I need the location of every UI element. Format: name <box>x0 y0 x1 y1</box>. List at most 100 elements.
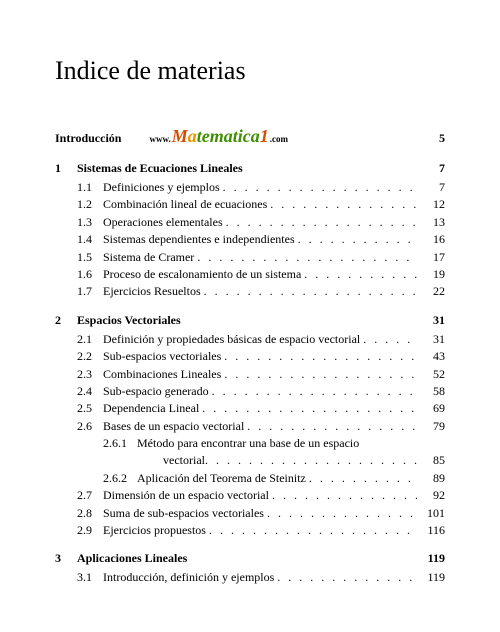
entry-page: 69 <box>417 400 445 417</box>
entry-page: 79 <box>417 418 445 435</box>
entry-page: 92 <box>417 487 445 504</box>
toc-entry: 2.5Dependencia Lineal 69 <box>55 400 445 417</box>
entry-num: 3.1 <box>77 569 103 586</box>
entry-page: 58 <box>417 383 445 400</box>
entry-page: 12 <box>417 196 445 213</box>
leader-dots <box>209 522 417 539</box>
toc-entry: 1.2Combinación lineal de ecuaciones 12 <box>55 196 445 213</box>
leader-dots <box>223 179 417 196</box>
toc-entry: 1.5Sistema de Cramer17 <box>55 249 445 266</box>
toc-entry: 1.7Ejercicios Resueltos22 <box>55 283 445 300</box>
logo-rest: tematica <box>197 126 260 147</box>
entry-num: 1.6 <box>77 266 103 283</box>
chapter-1-title: Sistemas de Ecuaciones Lineales <box>77 161 417 176</box>
logo-one: 1 <box>260 126 269 147</box>
entry-num: 2.2 <box>77 348 103 365</box>
entry-page: 16 <box>417 231 445 248</box>
chapter-3: 3 Aplicaciones Lineales 119 3.1Introducc… <box>55 551 445 586</box>
chapter-2-title: Espacios Vectoriales <box>77 313 417 328</box>
chapter-2-head: 2 Espacios Vectoriales 31 <box>55 313 445 328</box>
entry-title: Definición y propiedades básicas de espa… <box>103 331 363 348</box>
entry-title: Ejercicios propuestos <box>103 522 209 539</box>
entry-page: 17 <box>417 249 445 266</box>
entry-title: Sub-espacios vectoriales <box>103 348 224 365</box>
subentry-page: 89 <box>417 470 445 487</box>
chapter-1-page: 7 <box>417 161 445 176</box>
chapter-3-head: 3 Aplicaciones Lineales 119 <box>55 551 445 566</box>
entry-title: Operaciones elementales <box>103 214 226 231</box>
entry-num: 2.9 <box>77 522 103 539</box>
entry-num: 1.1 <box>77 179 103 196</box>
entry-page: 19 <box>417 266 445 283</box>
chapter-3-num: 3 <box>55 551 77 566</box>
toc-subentry: 2.6.1Método para encontrar una base de u… <box>55 435 445 452</box>
toc-entry: 2.6Bases de un espacio vectorial 79 <box>55 418 445 435</box>
logo-www: www. <box>149 134 170 144</box>
leader-dots <box>224 366 417 383</box>
leader-dots <box>272 487 417 504</box>
leader-dots <box>224 348 417 365</box>
subentry-num: 2.6.1 <box>103 435 137 452</box>
entry-page: 43 <box>417 348 445 365</box>
leader-dots <box>197 249 417 266</box>
entry-page: 7 <box>417 179 445 196</box>
entry-num: 1.3 <box>77 214 103 231</box>
entry-page: 13 <box>417 214 445 231</box>
entry-title: Sistemas dependientes e independientes <box>103 231 298 248</box>
entry-num: 2.7 <box>77 487 103 504</box>
entry-page: 31 <box>417 331 445 348</box>
toc-entry: 3.1Introducción, definición y ejemplos11… <box>55 569 445 586</box>
toc-entry: 2.2Sub-espacios vectoriales 43 <box>55 348 445 365</box>
chapter-2-page: 31 <box>417 313 445 328</box>
entry-title: Proceso de escalonamiento de un sistema <box>103 266 304 283</box>
chapter-3-title: Aplicaciones Lineales <box>77 551 417 566</box>
leader-dots <box>247 418 417 435</box>
entry-title: Combinación lineal de ecuaciones <box>103 196 270 213</box>
entry-title: Dimensión de un espacio vectorial <box>103 487 272 504</box>
intro-page: 5 <box>439 131 445 146</box>
subentry-num: 2.6.2 <box>103 470 137 487</box>
entry-title: Introducción, definición y ejemplos <box>103 569 277 586</box>
entry-num: 2.8 <box>77 505 103 522</box>
entry-num: 1.2 <box>77 196 103 213</box>
toc-entry: 1.6Proceso de escalonamiento de un siste… <box>55 266 445 283</box>
leader-dots <box>212 383 417 400</box>
chapter-1-head: 1 Sistemas de Ecuaciones Lineales 7 <box>55 161 445 176</box>
leader-dots <box>298 231 417 248</box>
subentry-page: 85 <box>417 452 445 469</box>
entry-title: Combinaciones Lineales <box>103 366 224 383</box>
entry-num: 2.3 <box>77 366 103 383</box>
toc-entry: 2.7Dimensión de un espacio vectorial 92 <box>55 487 445 504</box>
toc-entry: 1.1Definiciones y ejemplos 7 <box>55 179 445 196</box>
entry-page: 101 <box>417 505 445 522</box>
chapter-3-page: 119 <box>417 551 445 566</box>
entry-num: 1.4 <box>77 231 103 248</box>
subentry-title: Aplicación del Teorema de Steinitz <box>137 470 309 487</box>
toc-entry: 2.3Combinaciones Lineales52 <box>55 366 445 383</box>
leader-dots <box>304 266 417 283</box>
entry-num: 2.4 <box>77 383 103 400</box>
entry-num: 2.6 <box>77 418 103 435</box>
subentry-title-l2: vectorial <box>163 452 205 469</box>
entry-num: 2.5 <box>77 400 103 417</box>
leader-dots <box>204 283 417 300</box>
chapter-1-num: 1 <box>55 161 77 176</box>
leader-dots <box>363 331 417 348</box>
intro-label: Introducción <box>55 131 121 146</box>
entry-title: Definiciones y ejemplos <box>103 179 223 196</box>
toc-entry: 1.4Sistemas dependientes e independiente… <box>55 231 445 248</box>
logo-a: a <box>188 126 197 147</box>
entry-title: Sistema de Cramer <box>103 249 197 266</box>
entry-num: 2.1 <box>77 331 103 348</box>
entry-title: Sub-espacio generado <box>103 383 212 400</box>
entry-title: Dependencia Lineal <box>103 400 202 417</box>
toc-entry: 2.8Suma de sub-espacios vectoriales101 <box>55 505 445 522</box>
logo-com: .com <box>270 134 288 144</box>
entry-title: Bases de un espacio vectorial <box>103 418 247 435</box>
chapter-2: 2 Espacios Vectoriales 31 2.1Definición … <box>55 313 445 540</box>
toc-subentry: 2.6.2Aplicación del Teorema de Steinitz 8… <box>55 470 445 487</box>
toc-entry: 2.4Sub-espacio generado 58 <box>55 383 445 400</box>
leader-dots <box>270 196 417 213</box>
leader-dots <box>205 452 417 469</box>
toc-entry: 2.1Definición y propiedades básicas de e… <box>55 331 445 348</box>
